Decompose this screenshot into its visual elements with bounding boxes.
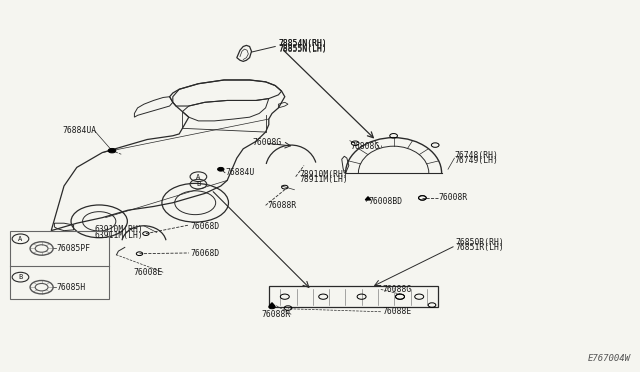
Text: 76088R: 76088R xyxy=(268,201,297,210)
Text: 76088R: 76088R xyxy=(261,310,291,319)
Text: 76008G: 76008G xyxy=(253,138,282,147)
Circle shape xyxy=(218,167,224,171)
Text: 76850R(RH): 76850R(RH) xyxy=(456,238,504,247)
Text: A: A xyxy=(19,236,22,242)
Text: 76008R: 76008R xyxy=(438,193,468,202)
Text: 78911M(LH): 78911M(LH) xyxy=(300,175,348,184)
Text: 78910M(RH): 78910M(RH) xyxy=(300,170,348,179)
Polygon shape xyxy=(365,197,371,200)
Text: B: B xyxy=(196,181,200,187)
Circle shape xyxy=(269,305,275,309)
Text: B: B xyxy=(19,274,22,280)
Text: 78855N(LH): 78855N(LH) xyxy=(278,45,327,54)
Text: 63910M(RH): 63910M(RH) xyxy=(95,225,143,234)
Text: 78854N(RH): 78854N(RH) xyxy=(278,39,327,48)
Circle shape xyxy=(108,148,116,153)
Text: 76749(LH): 76749(LH) xyxy=(454,156,499,165)
Text: 63911M(LH): 63911M(LH) xyxy=(95,231,143,240)
Text: 76008BD: 76008BD xyxy=(368,197,402,206)
Text: 76088E: 76088E xyxy=(383,307,412,316)
Text: E767004W: E767004W xyxy=(588,354,630,363)
Text: 76085H: 76085H xyxy=(56,283,86,292)
Text: A: A xyxy=(196,174,200,180)
Text: 76884U: 76884U xyxy=(225,169,255,177)
Text: 76748(RH): 76748(RH) xyxy=(454,151,499,160)
Text: 76085PF: 76085PF xyxy=(56,244,90,253)
Text: 78854N(RH): 78854N(RH) xyxy=(278,39,327,48)
Polygon shape xyxy=(269,303,275,306)
Text: 76068D: 76068D xyxy=(191,222,220,231)
Text: 76008E: 76008E xyxy=(133,268,163,277)
Text: 76068D: 76068D xyxy=(191,249,220,258)
Text: 76884UA: 76884UA xyxy=(63,126,97,135)
Text: 76851R(LH): 76851R(LH) xyxy=(456,243,504,252)
Text: 76088G: 76088G xyxy=(383,285,412,294)
Text: 78855N(LH): 78855N(LH) xyxy=(278,44,327,53)
Text: 76808G: 76808G xyxy=(351,142,380,151)
